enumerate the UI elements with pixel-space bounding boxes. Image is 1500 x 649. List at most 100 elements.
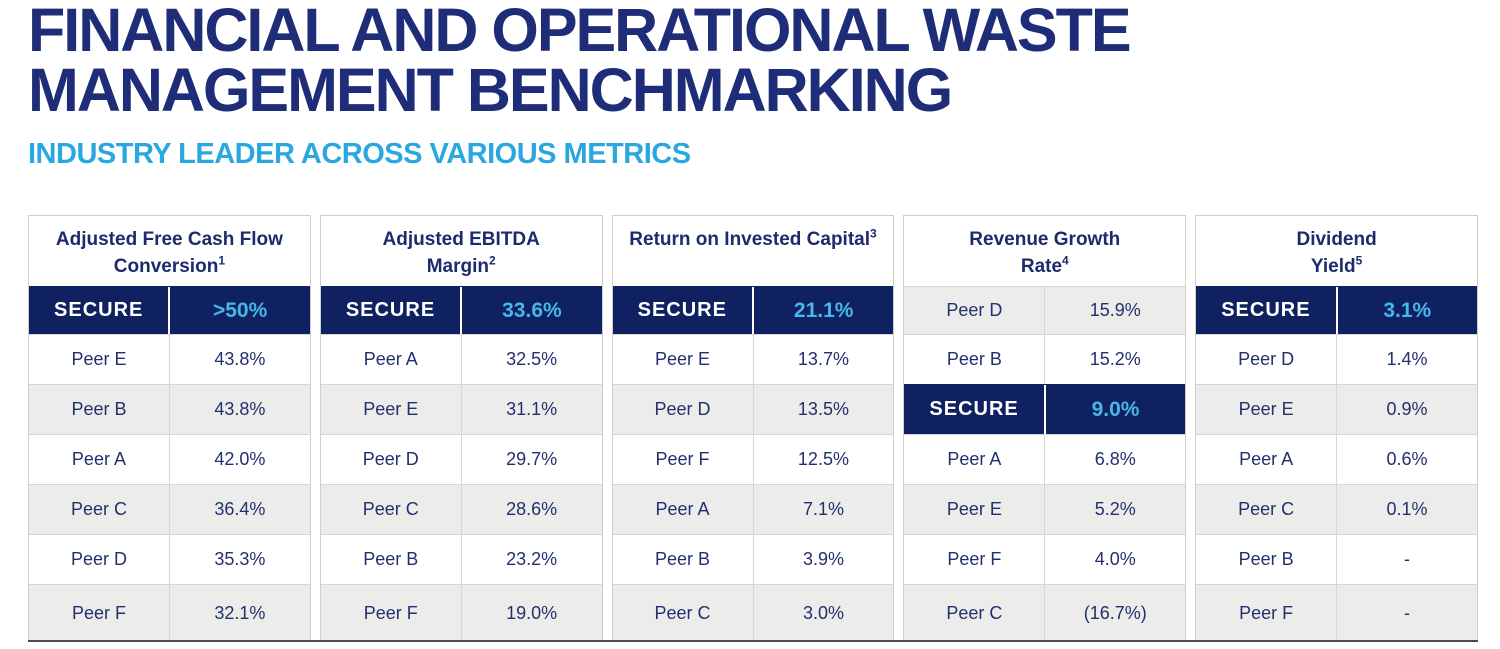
value-cell: - bbox=[1336, 535, 1477, 584]
entity-cell: Peer E bbox=[655, 349, 711, 369]
value-cell: 9.0% bbox=[1043, 385, 1185, 434]
metric-header-line: Rate4 bbox=[1020, 253, 1069, 277]
page-title-line2: MANAGEMENT BENCHMARKING bbox=[28, 56, 953, 124]
value-cell: 15.2% bbox=[1044, 335, 1185, 384]
entity-cell: Peer B bbox=[1238, 549, 1294, 569]
metric-header-line: Adjusted Free Cash Flow bbox=[55, 229, 283, 250]
metric-header-line: Adjusted EBITDA bbox=[382, 229, 540, 250]
entity-cell: Peer A bbox=[947, 449, 1002, 469]
value-cell: 32.5% bbox=[460, 335, 602, 384]
value-cell: 21.1% bbox=[752, 287, 893, 334]
entity-cell: Peer E bbox=[71, 349, 127, 369]
value-cell: >50% bbox=[168, 287, 309, 334]
metric-header-line: Return on Invested Capital3 bbox=[629, 226, 877, 250]
entity-cell: Peer F bbox=[363, 602, 418, 623]
page-subtitle: INDUSTRY LEADER ACROSS VARIOUS METRICS bbox=[28, 138, 691, 170]
value-cell: 6.8% bbox=[1044, 435, 1185, 484]
table-row: Peer A 6.8% bbox=[904, 434, 1186, 484]
table-row: Peer F 4.0% bbox=[904, 534, 1186, 584]
footnote-marker: 1 bbox=[218, 253, 225, 268]
entity-cell: Peer B bbox=[655, 549, 711, 569]
value-cell: 3.1% bbox=[1335, 287, 1477, 334]
table-row: Peer B 3.9% bbox=[612, 534, 894, 584]
table-row-secure: SECURE >50% bbox=[29, 286, 310, 334]
table-row: Peer E 43.8% bbox=[29, 334, 310, 384]
metric-header-line: Margin2 bbox=[426, 253, 496, 277]
value-cell: 43.8% bbox=[168, 335, 310, 384]
table-row-secure: SECURE 21.1% bbox=[612, 286, 894, 334]
table-row: Peer D 13.5% bbox=[612, 384, 894, 434]
table-row: Peer B - bbox=[1196, 534, 1477, 584]
table-row: Peer A 42.0% bbox=[29, 434, 310, 484]
value-cell: 36.4% bbox=[168, 485, 310, 534]
value-cell: 28.6% bbox=[460, 485, 602, 534]
metric-header-revenue-growth-rate: Revenue Growth Rate4 bbox=[904, 216, 1185, 286]
entity-cell: Peer D bbox=[70, 549, 127, 569]
entity-cell: Peer A bbox=[363, 349, 418, 369]
table-row: Peer F - bbox=[1196, 584, 1477, 641]
value-cell: 42.0% bbox=[168, 435, 310, 484]
table-row: Peer F 32.1% bbox=[29, 584, 310, 641]
metric-header-return-on-invested-capital: Return on Invested Capital3 bbox=[613, 216, 894, 286]
table-row: Peer E 0.9% bbox=[1196, 384, 1477, 434]
footnote-marker: 4 bbox=[1062, 253, 1069, 268]
entity-cell: Peer A bbox=[1239, 449, 1294, 469]
entity-cell: Peer A bbox=[71, 449, 126, 469]
metric-group-return-on-invested-capital: Return on Invested Capital3 SECURE 21.1% Pe… bbox=[611, 215, 895, 641]
value-cell: 32.1% bbox=[168, 585, 310, 641]
table-row: Peer C 36.4% bbox=[29, 484, 310, 534]
metric-header-dividend-yield: Dividend Yield5 bbox=[1196, 216, 1477, 286]
entity-cell: Peer F bbox=[655, 449, 710, 469]
value-cell: 3.0% bbox=[752, 585, 894, 641]
entity-cell: Peer E bbox=[946, 499, 1002, 519]
entity-cell: Peer A bbox=[655, 499, 710, 519]
value-cell: 4.0% bbox=[1044, 535, 1185, 584]
table-row-secure: SECURE 9.0% bbox=[904, 384, 1186, 434]
footnote-marker: 2 bbox=[488, 253, 496, 268]
footnote-marker: 5 bbox=[1355, 253, 1363, 268]
entity-cell: Peer E bbox=[1238, 399, 1294, 419]
metric-header-line: Dividend bbox=[1296, 229, 1377, 250]
value-cell: 29.7% bbox=[460, 435, 602, 484]
metric-group-adjusted-ebitda-margin: Adjusted EBITDA Margin2 SECURE 33.6% Peer A 3… bbox=[319, 215, 603, 641]
metric-header-line: Conversion1 bbox=[113, 253, 225, 277]
value-cell: 35.3% bbox=[168, 535, 310, 584]
metric-group-revenue-growth-rate: Revenue Growth Rate4 Peer D 15.9% Peer B 15.2… bbox=[903, 215, 1187, 641]
entity-cell: Peer D bbox=[946, 300, 1003, 320]
metric-group-dividend-yield: Dividend Yield5 SECURE 3.1% Peer D 1.4% Peer E… bbox=[1195, 215, 1478, 641]
entity-cell: Peer B bbox=[71, 399, 127, 419]
value-cell: 31.1% bbox=[460, 385, 602, 434]
benchmark-table: Adjusted Free Cash Flow Conversion1 SECURE… bbox=[28, 215, 1478, 642]
entity-cell: SECURE bbox=[54, 299, 144, 321]
value-cell: 3.9% bbox=[752, 535, 894, 584]
table-row: Peer F 12.5% bbox=[612, 434, 894, 484]
value-cell: 13.7% bbox=[752, 335, 894, 384]
entity-cell: Peer C bbox=[1238, 499, 1295, 519]
entity-cell: Peer D bbox=[654, 399, 711, 419]
table-row: Peer A 32.5% bbox=[320, 334, 602, 384]
entity-cell: Peer F bbox=[947, 549, 1002, 569]
table-row-secure: SECURE 33.6% bbox=[320, 286, 602, 334]
value-cell: 23.2% bbox=[460, 535, 602, 584]
value-cell: 12.5% bbox=[752, 435, 894, 484]
entity-cell: SECURE bbox=[1221, 299, 1311, 321]
table-row: Peer E 13.7% bbox=[612, 334, 894, 384]
entity-cell: Peer B bbox=[363, 549, 419, 569]
table-row: Peer D 1.4% bbox=[1196, 334, 1477, 384]
metric-header-line: Revenue Growth bbox=[969, 229, 1121, 250]
table-row: Peer B 15.2% bbox=[904, 334, 1186, 384]
table-row-secure: SECURE 3.1% bbox=[1196, 286, 1477, 334]
table-row: Peer B 43.8% bbox=[29, 384, 310, 434]
entity-cell: Peer F bbox=[71, 602, 126, 623]
metric-header-adjusted-free-cash-flow-conversion: Adjusted Free Cash Flow Conversion1 bbox=[29, 216, 310, 286]
entity-cell: Peer E bbox=[363, 399, 419, 419]
value-cell: 5.2% bbox=[1044, 485, 1185, 534]
table-row: Peer D 35.3% bbox=[29, 534, 310, 584]
value-cell: 13.5% bbox=[752, 385, 894, 434]
value-cell: 15.9% bbox=[1044, 287, 1185, 334]
value-cell: 33.6% bbox=[460, 287, 601, 334]
value-cell: 0.9% bbox=[1336, 385, 1477, 434]
value-cell: (16.7%) bbox=[1044, 585, 1185, 641]
entity-cell: Peer C bbox=[70, 499, 127, 519]
